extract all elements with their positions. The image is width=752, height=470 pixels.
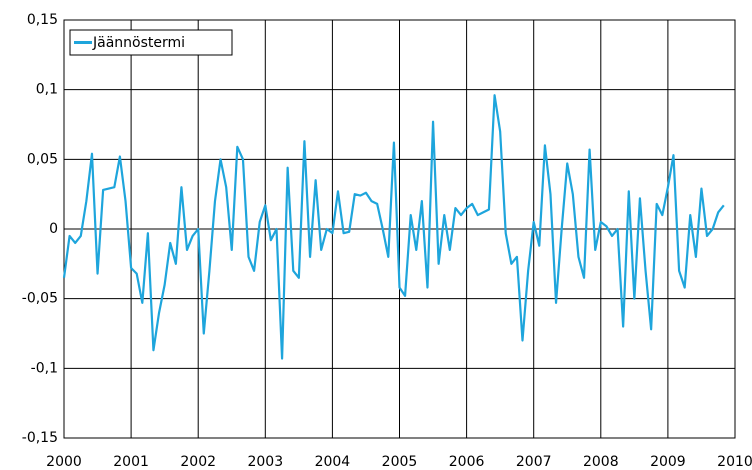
x-tick-label: 2007 xyxy=(516,454,552,470)
x-tick-label: 2005 xyxy=(382,454,418,470)
y-tick-label: 0 xyxy=(49,221,58,237)
data-line xyxy=(62,94,725,360)
y-tick-label: -0,15 xyxy=(22,430,58,446)
x-tick-label: 2000 xyxy=(46,454,82,470)
x-tick-label: 2006 xyxy=(449,454,485,470)
x-tick-label: 2001 xyxy=(113,454,149,470)
y-tick-label: -0,05 xyxy=(22,291,58,307)
y-tick-label: 0,1 xyxy=(36,82,58,98)
y-tick-label: -0,1 xyxy=(31,360,58,376)
x-tick-label: 2003 xyxy=(247,454,283,470)
plot-border xyxy=(63,19,736,439)
x-tick-label: 2004 xyxy=(315,454,351,470)
x-tick-label: 2010 xyxy=(717,454,752,470)
legend: Jäännöstermi xyxy=(69,29,233,56)
x-tick-label: 2002 xyxy=(180,454,216,470)
x-tick-label: 2008 xyxy=(583,454,619,470)
y-tick-label: 0,05 xyxy=(27,151,58,167)
legend-box xyxy=(69,29,233,56)
legend-label: Jäännöstermi xyxy=(92,35,185,51)
x-tick-label: 2009 xyxy=(650,454,686,470)
y-tick-label: 0,15 xyxy=(27,12,58,28)
